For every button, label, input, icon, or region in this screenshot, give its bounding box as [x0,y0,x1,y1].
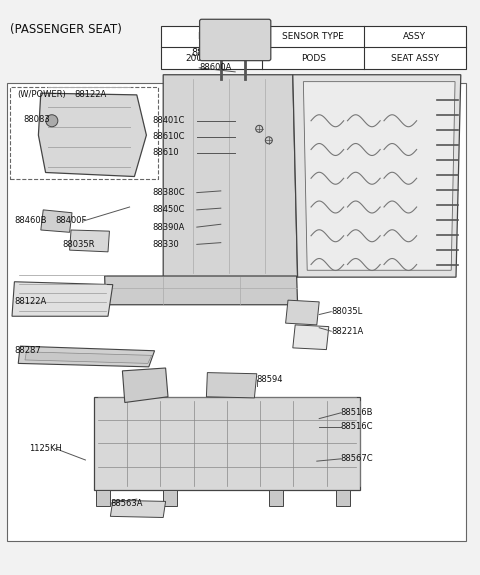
Polygon shape [293,325,329,350]
Bar [94,397,360,490]
Bar [7,83,466,540]
Polygon shape [18,346,155,367]
Bar [10,87,158,179]
Text: 88400F: 88400F [55,216,86,225]
Bar [336,490,350,506]
Text: 88287: 88287 [14,346,41,355]
Polygon shape [38,93,146,177]
Bar [163,490,177,506]
Text: 88460B: 88460B [14,216,47,225]
Text: 88002M: 88002M [192,48,231,59]
Text: PODS: PODS [300,53,326,63]
Text: (PASSENGER SEAT): (PASSENGER SEAT) [10,23,121,36]
Text: 88610: 88610 [153,148,179,158]
Text: 88594: 88594 [257,375,283,384]
Text: 88035L: 88035L [331,307,362,316]
Polygon shape [105,276,298,305]
Text: 88122A: 88122A [14,297,47,306]
Text: 88516B: 88516B [341,408,373,417]
Polygon shape [41,210,72,232]
Text: 1125KH: 1125KH [29,444,61,453]
Text: 88563A: 88563A [110,499,143,508]
Text: SENSOR TYPE: SENSOR TYPE [282,32,344,41]
Text: ASSY: ASSY [403,32,426,41]
Text: 88450C: 88450C [153,205,185,214]
Text: 88122A: 88122A [74,90,107,99]
Polygon shape [206,373,257,398]
Text: 88610C: 88610C [153,132,185,141]
Polygon shape [303,82,455,270]
Circle shape [46,115,58,126]
Polygon shape [25,352,152,363]
Text: 88221A: 88221A [331,327,363,336]
Text: Period: Period [197,32,226,41]
Polygon shape [70,230,109,252]
Text: 88380C: 88380C [153,188,185,197]
Bar [269,490,283,506]
Text: 88390A: 88390A [153,223,185,232]
Polygon shape [286,300,319,325]
Text: 88600A: 88600A [199,63,231,72]
Bar [161,26,466,69]
Polygon shape [293,75,461,277]
Text: 88330: 88330 [153,240,180,249]
Text: 88035R: 88035R [62,240,95,250]
Polygon shape [163,75,298,277]
Text: 88401C: 88401C [153,116,185,125]
Circle shape [265,137,272,144]
Bar [96,490,110,506]
Text: 88083: 88083 [23,115,50,124]
Polygon shape [122,368,168,402]
Text: (W/POWER): (W/POWER) [17,90,66,99]
Text: SEAT ASSY: SEAT ASSY [391,53,439,63]
Text: 88516C: 88516C [341,422,373,431]
Polygon shape [110,500,166,518]
FancyBboxPatch shape [200,20,271,60]
Polygon shape [12,282,113,316]
Text: 20091025~: 20091025~ [185,53,238,63]
Text: 88567C: 88567C [341,454,373,463]
Circle shape [256,125,263,132]
